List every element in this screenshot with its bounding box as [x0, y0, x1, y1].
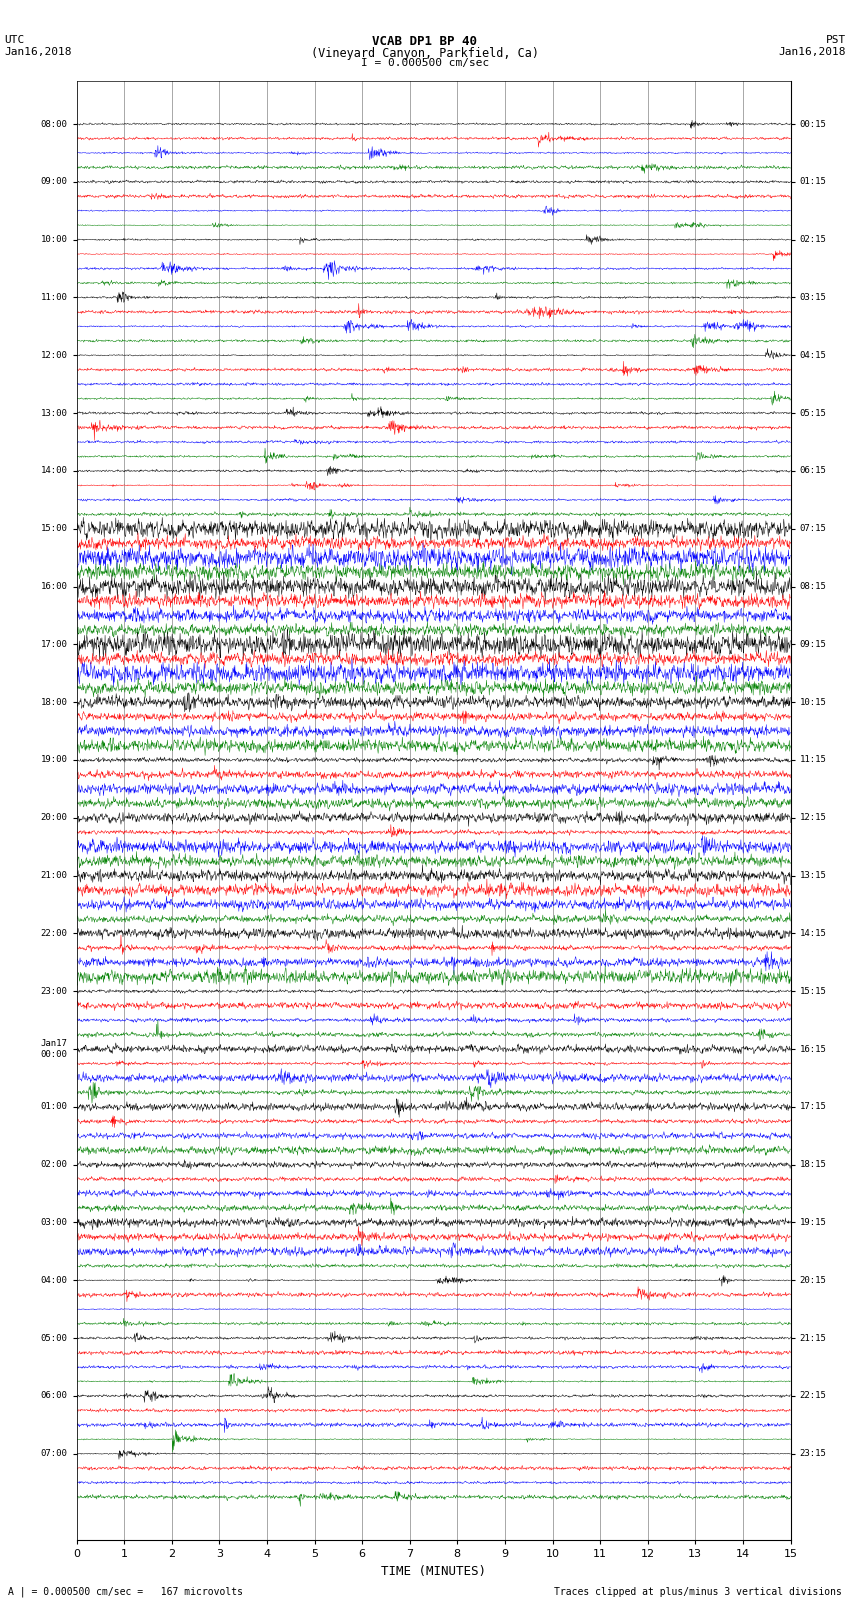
Text: A | = 0.000500 cm/sec =   167 microvolts: A | = 0.000500 cm/sec = 167 microvolts — [8, 1586, 243, 1597]
Text: VCAB DP1 BP 40: VCAB DP1 BP 40 — [372, 35, 478, 48]
Text: UTC: UTC — [4, 35, 25, 45]
Text: PST: PST — [825, 35, 846, 45]
Text: Jan16,2018: Jan16,2018 — [4, 47, 71, 56]
Text: I = 0.000500 cm/sec: I = 0.000500 cm/sec — [361, 58, 489, 68]
Text: Traces clipped at plus/minus 3 vertical divisions: Traces clipped at plus/minus 3 vertical … — [553, 1587, 842, 1597]
X-axis label: TIME (MINUTES): TIME (MINUTES) — [381, 1565, 486, 1578]
Text: Jan16,2018: Jan16,2018 — [779, 47, 846, 56]
Text: (Vineyard Canyon, Parkfield, Ca): (Vineyard Canyon, Parkfield, Ca) — [311, 47, 539, 60]
